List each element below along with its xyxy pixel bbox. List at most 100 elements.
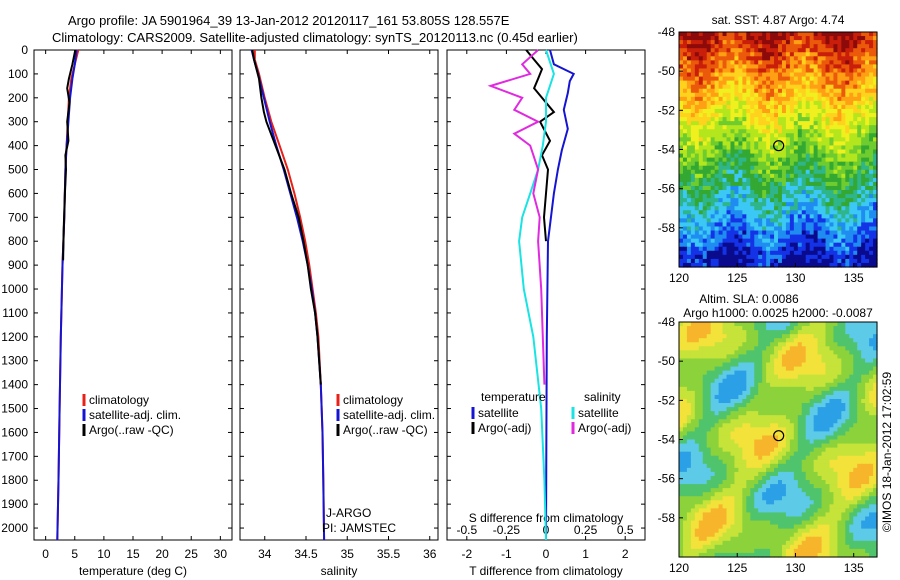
y-tick-label: 300 [8, 115, 28, 129]
map-cell [821, 250, 827, 256]
map-cell [722, 141, 728, 147]
map-cell [774, 447, 779, 453]
map-cell [865, 346, 870, 351]
map-cell [785, 108, 791, 114]
map-cell [754, 342, 759, 347]
map-cell [706, 362, 712, 368]
map-cell [865, 419, 870, 424]
map-cell [774, 342, 779, 347]
map-cell [710, 407, 716, 412]
map-cell [873, 463, 878, 469]
map-cell [714, 390, 720, 396]
map-cell [789, 169, 795, 175]
map-cell [766, 161, 771, 167]
map-cell [785, 407, 791, 412]
map-cell [853, 230, 858, 236]
map-cell [785, 210, 791, 215]
map-cell [698, 423, 704, 428]
map-cell [865, 210, 870, 215]
map-cell [698, 407, 704, 412]
map-cell [710, 68, 716, 74]
map-cell [869, 96, 874, 102]
map-cell [817, 92, 823, 98]
map-cell [758, 443, 763, 449]
map-cell [801, 435, 807, 441]
map-cell [805, 190, 811, 195]
map-cell [797, 350, 803, 356]
map-cell [734, 121, 739, 126]
map-cell [702, 463, 708, 469]
map-cell [829, 230, 835, 236]
map-cell [706, 246, 712, 252]
map-cell [730, 141, 736, 147]
map-cell [734, 358, 739, 364]
map-cell [698, 121, 704, 126]
map-cell [841, 96, 846, 102]
map-cell [702, 254, 708, 260]
map-cell [758, 173, 763, 179]
map-cell [758, 330, 763, 335]
map-cell [702, 258, 708, 264]
map-cell [742, 104, 747, 110]
map-cell [750, 427, 755, 432]
map-cell [833, 326, 838, 331]
map-cell [766, 234, 771, 240]
map-cell [682, 463, 688, 469]
map-cell [797, 113, 803, 118]
map-cell [809, 242, 815, 248]
map-cell [682, 443, 688, 449]
map-cell [726, 443, 732, 449]
map-cell [758, 366, 763, 372]
map-cell [766, 165, 771, 171]
map-cell [817, 96, 823, 102]
map-cell [857, 185, 862, 191]
map-cell [825, 366, 831, 372]
map-cell [774, 411, 779, 416]
map-cell [778, 262, 783, 268]
map-cell [750, 439, 755, 445]
map-cell [690, 161, 696, 167]
map-cell [726, 226, 732, 232]
map-cell [714, 137, 720, 142]
map-cell [781, 153, 787, 159]
map-cell [722, 431, 728, 437]
map-cell [770, 104, 775, 110]
map-cell [766, 202, 771, 207]
map-cell [781, 226, 787, 232]
map-cell [726, 415, 732, 420]
map-cell [805, 419, 811, 424]
map-cell [778, 161, 783, 167]
map-cell [813, 222, 819, 228]
map-cell [825, 60, 831, 66]
map-cell [821, 419, 827, 424]
map-cell [682, 125, 688, 130]
map-cell [845, 226, 850, 232]
map-cell [833, 36, 838, 41]
map-cell [865, 214, 870, 219]
map-cell [762, 153, 767, 159]
map-cell [841, 177, 846, 183]
map-cell [817, 222, 823, 228]
legend-label: satellite-adj. clim. [343, 408, 435, 422]
map-cell [861, 435, 866, 441]
map-cell [722, 394, 728, 400]
map-cell [849, 113, 854, 118]
map-cell [682, 76, 688, 82]
map-cell [726, 358, 732, 364]
map-cell [766, 76, 771, 82]
map-cell [845, 88, 850, 94]
map-cell [734, 169, 739, 175]
legend-label: satellite-adj. clim. [89, 408, 181, 422]
map-cell [730, 366, 736, 372]
map-cell [801, 354, 807, 360]
map-cell [869, 386, 874, 392]
map-cell [801, 246, 807, 252]
map-cell [825, 64, 831, 70]
map-cell [718, 165, 724, 171]
map-cell [861, 198, 866, 203]
map-cell [841, 254, 846, 260]
map-cell [766, 222, 771, 228]
annotation-text: J-ARGO [326, 506, 371, 520]
map-cell [873, 326, 878, 331]
map-cell [841, 322, 846, 327]
